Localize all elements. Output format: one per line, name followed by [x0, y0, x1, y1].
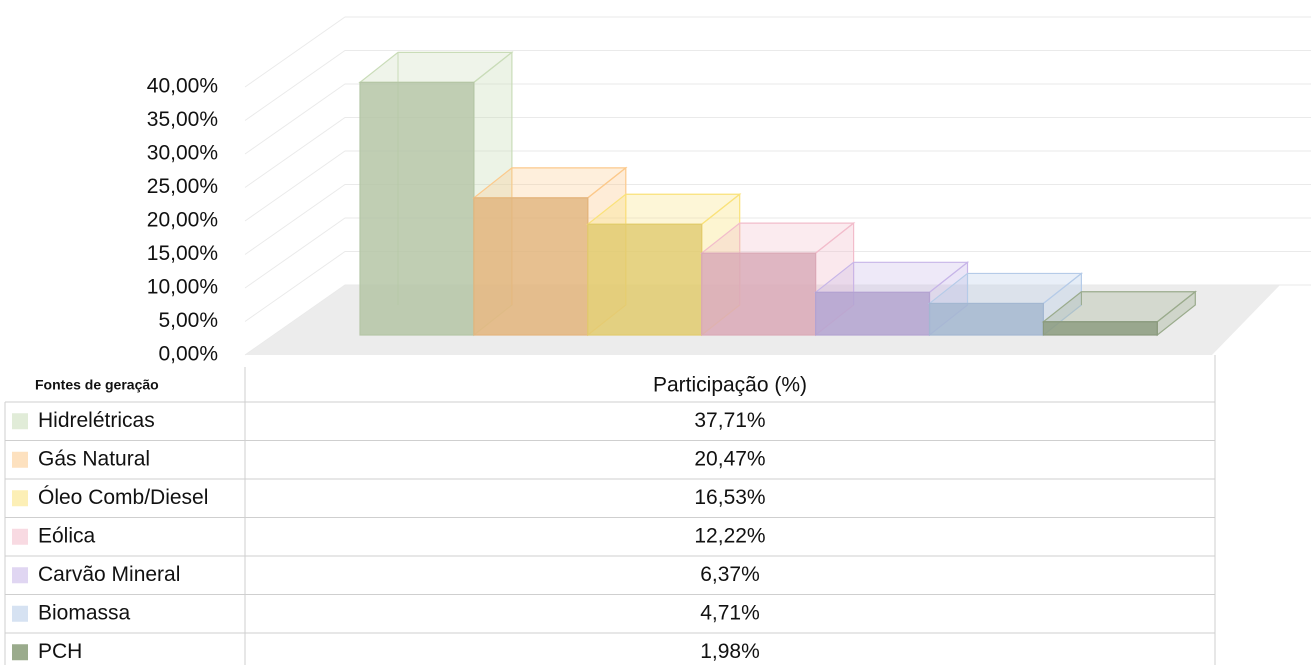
- series-name: Participação (%): [653, 374, 807, 397]
- bar-3d: [699, 221, 856, 337]
- category-label: PCH: [38, 640, 82, 663]
- y-tick-label: 15,00%: [147, 242, 218, 265]
- bar-3d: [813, 261, 970, 337]
- category-label: Óleo Comb/Diesel: [38, 486, 208, 509]
- bar: [1042, 321, 1158, 336]
- legend-swatch: [12, 605, 28, 622]
- legend-swatch: [12, 567, 28, 584]
- grid-line: [244, 284, 1311, 356]
- bar: [928, 302, 1045, 336]
- bar: [701, 252, 817, 336]
- legend-swatch: [12, 490, 28, 507]
- grid-line: [244, 83, 1311, 155]
- grid-line: [244, 117, 1311, 188]
- category-label: Hidrelétricas: [38, 409, 155, 432]
- category-label: Gás Natural: [38, 447, 150, 470]
- grid-line: [244, 150, 1311, 222]
- grid-line: [244, 16, 1311, 88]
- bar: [814, 291, 931, 336]
- y-tick-label: 40,00%: [147, 75, 218, 98]
- legend-swatch: [12, 413, 28, 430]
- value-label: 4,71%: [700, 601, 760, 624]
- value-label: 6,37%: [700, 563, 760, 586]
- grid-line: [244, 184, 1311, 255]
- value-label: 1,98%: [700, 640, 760, 663]
- y-tick-label: 10,00%: [147, 276, 218, 299]
- y-tick-label: 25,00%: [147, 175, 218, 198]
- grid-line: [244, 251, 1311, 322]
- bar-3d: [1041, 290, 1198, 337]
- y-tick-label: 5,00%: [158, 309, 218, 332]
- legend-swatch: [12, 451, 28, 468]
- value-label: 37,71%: [694, 409, 765, 432]
- grid-line: [244, 50, 1311, 121]
- y-tick-label: 20,00%: [147, 209, 218, 232]
- value-label: 20,47%: [694, 447, 765, 470]
- y-tick-label: 30,00%: [147, 142, 218, 165]
- legend-swatch: [12, 644, 28, 661]
- bar-3d: [927, 272, 1084, 337]
- y-tick-label: 35,00%: [147, 108, 218, 131]
- bar: [473, 197, 589, 336]
- value-label: 12,22%: [694, 524, 765, 547]
- value-label: 16,53%: [694, 486, 765, 509]
- category-label: Carvão Mineral: [38, 563, 180, 586]
- y-tick-label: 0,00%: [158, 343, 218, 366]
- category-label: Eólica: [38, 524, 96, 547]
- legend-swatch: [12, 528, 28, 545]
- grid-line: [244, 217, 1311, 289]
- table-header-label: Fontes de geração: [35, 377, 159, 393]
- bar: [359, 81, 475, 336]
- category-label: Biomassa: [38, 601, 131, 624]
- bar: [587, 223, 703, 336]
